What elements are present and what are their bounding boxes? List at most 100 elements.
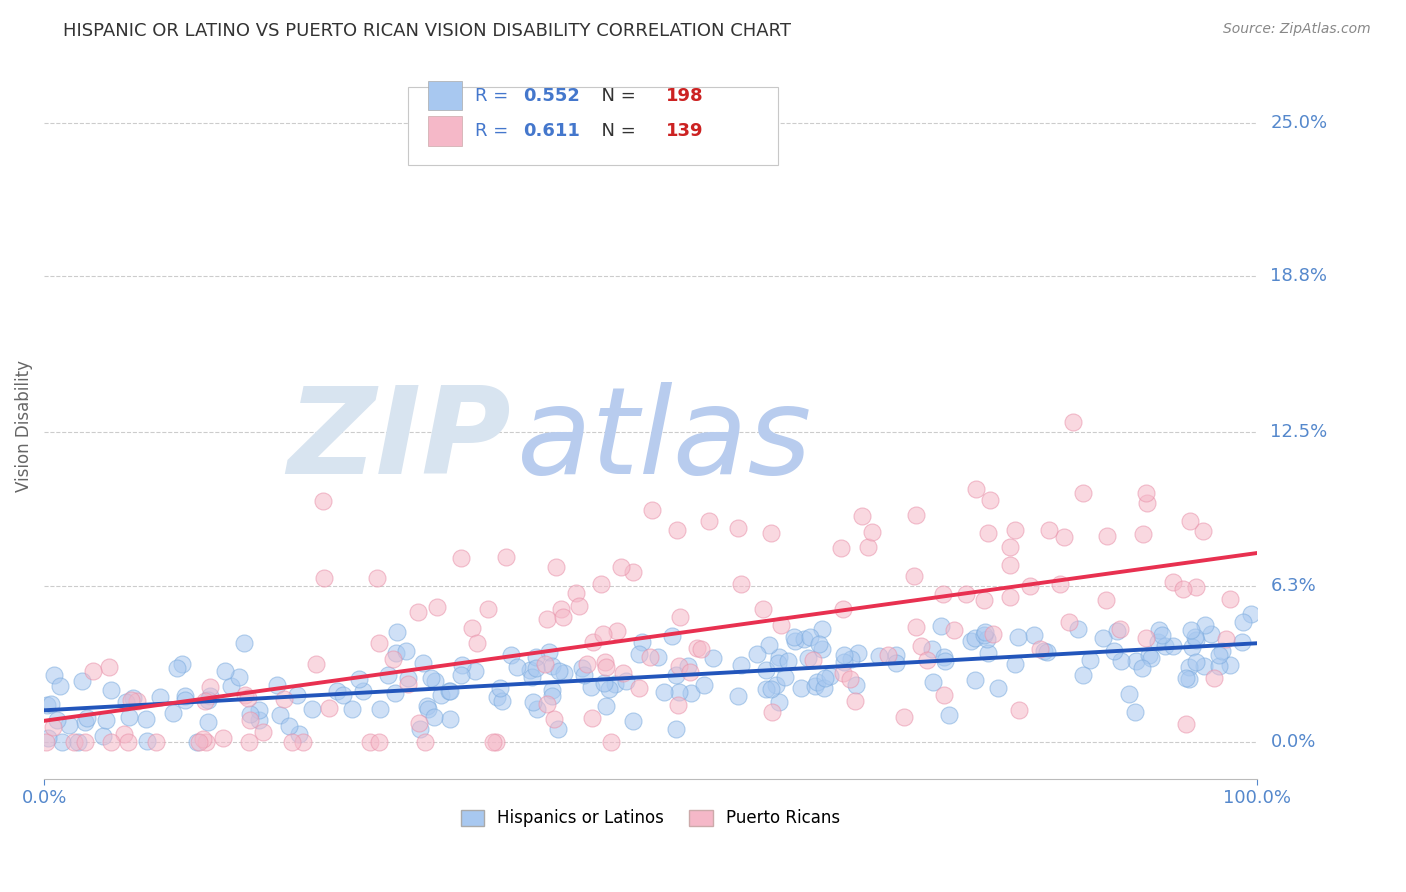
Point bbox=[551, 609, 574, 624]
Point bbox=[100, 683, 122, 698]
Point bbox=[1029, 642, 1052, 657]
Point bbox=[412, 656, 434, 670]
Point bbox=[553, 665, 575, 680]
Point bbox=[536, 697, 558, 711]
Point bbox=[477, 602, 499, 616]
Point bbox=[965, 673, 987, 688]
Point bbox=[669, 609, 692, 624]
Point bbox=[416, 699, 439, 714]
Point bbox=[595, 699, 617, 714]
Point bbox=[269, 708, 291, 723]
Point bbox=[1199, 627, 1222, 641]
Point bbox=[495, 550, 517, 565]
Point bbox=[844, 694, 866, 708]
Point bbox=[1007, 630, 1029, 644]
Point bbox=[135, 712, 157, 726]
Point bbox=[197, 692, 219, 706]
Point bbox=[804, 679, 827, 693]
Point bbox=[211, 731, 233, 746]
Point bbox=[366, 571, 388, 585]
Point bbox=[247, 703, 270, 717]
Point bbox=[464, 665, 486, 679]
Point bbox=[347, 672, 370, 686]
Point bbox=[91, 729, 114, 743]
Point bbox=[450, 551, 472, 566]
Point bbox=[730, 658, 752, 673]
Point bbox=[915, 653, 938, 667]
Point bbox=[1073, 668, 1095, 682]
Point bbox=[877, 648, 900, 662]
Point bbox=[846, 646, 869, 660]
Point bbox=[813, 681, 835, 696]
Point bbox=[730, 576, 752, 591]
Point bbox=[974, 625, 997, 640]
Point bbox=[42, 668, 65, 682]
Text: 6.3%: 6.3% bbox=[1271, 577, 1316, 595]
Point bbox=[526, 702, 548, 716]
Point bbox=[606, 624, 628, 638]
Point bbox=[592, 627, 614, 641]
Point bbox=[174, 693, 197, 707]
Point bbox=[799, 630, 821, 644]
Point bbox=[238, 735, 260, 749]
Point bbox=[938, 707, 960, 722]
Point bbox=[1118, 687, 1140, 701]
Text: 0.0%: 0.0% bbox=[1271, 732, 1316, 751]
Point bbox=[408, 716, 430, 731]
Point bbox=[1240, 607, 1263, 621]
Point bbox=[903, 569, 925, 583]
Point bbox=[426, 600, 449, 615]
Point bbox=[1161, 574, 1184, 589]
Point bbox=[174, 689, 197, 703]
Point bbox=[845, 678, 868, 692]
Point bbox=[522, 670, 544, 684]
Point bbox=[832, 601, 855, 615]
Point bbox=[921, 642, 943, 657]
Point bbox=[247, 713, 270, 727]
Point bbox=[439, 712, 461, 726]
Point bbox=[1191, 524, 1213, 539]
Point bbox=[768, 650, 790, 665]
Point bbox=[546, 559, 568, 574]
Point bbox=[194, 735, 217, 749]
Point bbox=[326, 684, 349, 698]
Point bbox=[408, 605, 430, 619]
Point bbox=[423, 710, 446, 724]
Point bbox=[115, 695, 138, 709]
Point bbox=[998, 590, 1021, 604]
Point bbox=[768, 695, 790, 709]
Point bbox=[955, 587, 977, 601]
Text: 25.0%: 25.0% bbox=[1271, 113, 1327, 131]
Point bbox=[1035, 645, 1057, 659]
Text: HISPANIC OR LATINO VS PUERTO RICAN VISION DISABILITY CORRELATION CHART: HISPANIC OR LATINO VS PUERTO RICAN VISIO… bbox=[63, 22, 792, 40]
Point bbox=[769, 617, 792, 632]
Point bbox=[1150, 628, 1173, 642]
Point bbox=[1219, 592, 1241, 607]
Point bbox=[76, 711, 98, 725]
Point bbox=[385, 646, 408, 660]
Text: 12.5%: 12.5% bbox=[1271, 423, 1327, 442]
Point bbox=[973, 627, 995, 641]
Point bbox=[564, 586, 586, 600]
Point bbox=[676, 659, 699, 673]
Point bbox=[987, 681, 1010, 696]
Point bbox=[352, 684, 374, 698]
Point bbox=[73, 735, 96, 749]
Point bbox=[100, 735, 122, 749]
Point bbox=[395, 643, 418, 657]
Point bbox=[1185, 655, 1208, 669]
Point bbox=[1137, 648, 1160, 662]
Point bbox=[932, 688, 955, 702]
Point bbox=[1147, 635, 1170, 649]
Point bbox=[628, 647, 651, 661]
Point bbox=[755, 663, 778, 677]
Point bbox=[547, 722, 569, 736]
Point bbox=[396, 672, 419, 686]
Point bbox=[1135, 486, 1157, 500]
Point bbox=[1004, 523, 1026, 537]
Point bbox=[679, 665, 702, 679]
Point bbox=[832, 648, 855, 663]
Point bbox=[340, 701, 363, 715]
Text: 198: 198 bbox=[666, 87, 704, 104]
Point bbox=[312, 494, 335, 508]
